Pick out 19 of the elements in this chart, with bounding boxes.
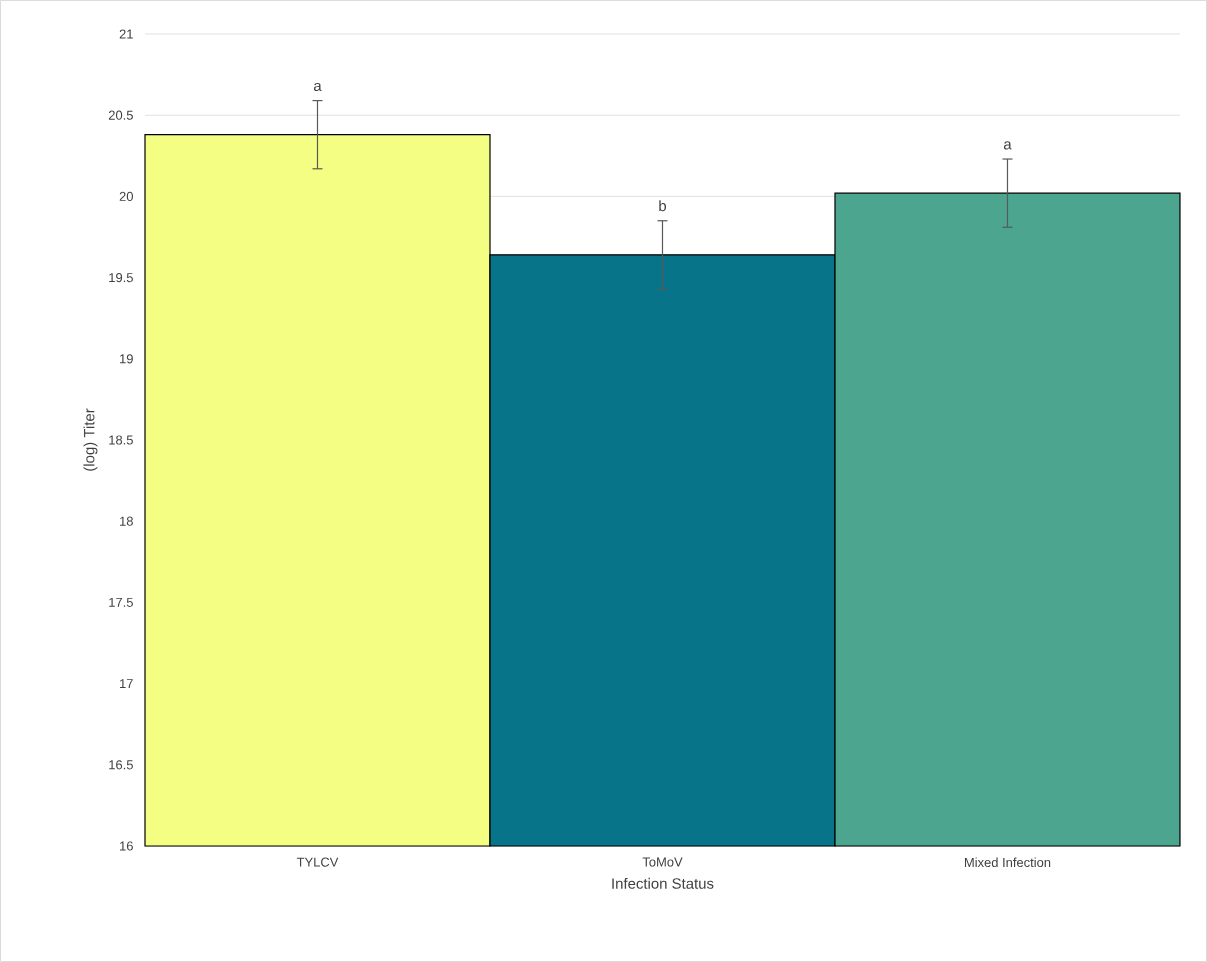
x-tick-label: TYLCV [296, 857, 339, 867]
y-axis-title: (log) Titer [83, 408, 98, 471]
y-tick-label: 19.5 [109, 273, 133, 283]
y-tick-label: 16 [120, 841, 133, 851]
y-tick-label: 17.5 [109, 597, 133, 607]
annotation: a [1003, 141, 1012, 150]
y-tick-label: 16.5 [109, 760, 133, 770]
y-tick-label: 20.5 [108, 110, 133, 120]
y-tick-label: 18 [120, 516, 133, 526]
y-tick-label: 21 [119, 29, 133, 39]
y-tick-label: 20 [119, 191, 133, 201]
x-axis-title: Infection Status [612, 877, 714, 889]
y-tick-label: 19 [120, 354, 133, 364]
y-tick-label: 17 [120, 679, 133, 689]
y-tick-label: 18.5 [109, 435, 133, 445]
annotation: a [313, 82, 322, 92]
x-tick-label: Mixed Infection [964, 857, 1051, 868]
annotation: b [659, 200, 667, 212]
x-tick-label: ToMoV [642, 857, 683, 867]
